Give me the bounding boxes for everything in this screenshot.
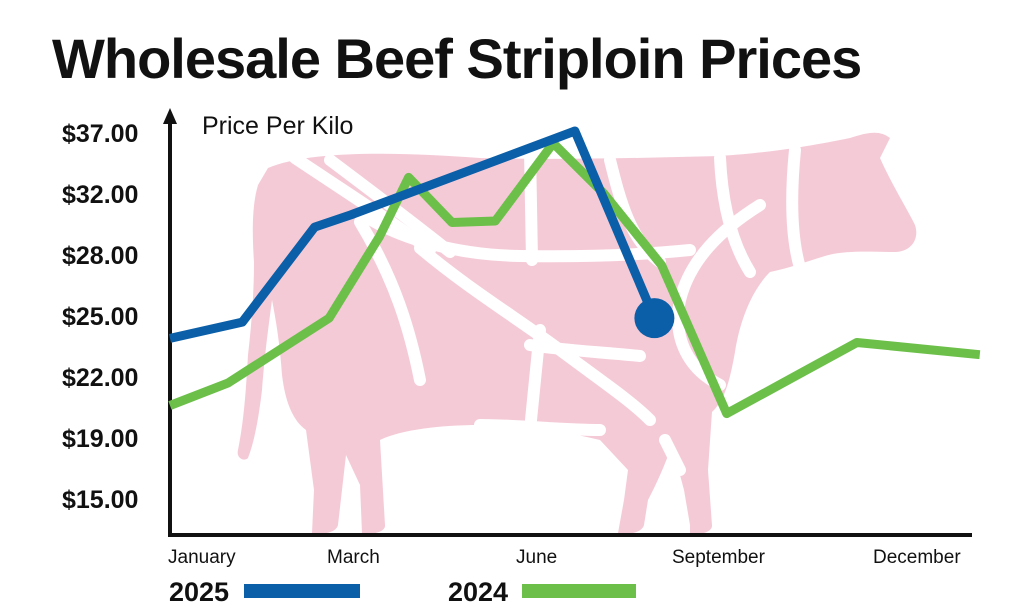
series-end-marker-2025	[634, 298, 675, 339]
x-tick-label: September	[672, 547, 766, 568]
series-layer	[168, 126, 981, 419]
y-tick-label: $32.00	[62, 181, 138, 209]
series-line-2025	[169, 126, 659, 343]
x-tick-label: December	[873, 547, 961, 568]
y-tick-label: $15.00	[62, 486, 138, 514]
legend-label-2024: 2024	[448, 577, 508, 607]
y-tick-label: $28.00	[62, 242, 138, 270]
x-tick-label: March	[327, 547, 380, 568]
legend-label-2025: 2025	[169, 577, 229, 607]
y-tick-labels: $37.00 $32.00 $28.00 $25.00 $22.00 $19.0…	[62, 120, 138, 514]
axes	[163, 108, 972, 537]
x-tick-labels: January March June September December	[168, 547, 961, 568]
y-tick-label: $25.00	[62, 303, 138, 331]
x-tick-label: June	[516, 547, 557, 568]
y-axis-label: Price Per Kilo	[202, 112, 353, 140]
y-tick-label: $19.00	[62, 425, 138, 453]
y-axis-arrow-icon	[163, 108, 177, 124]
chart-title: Wholesale Beef Striploin Prices	[52, 27, 861, 90]
x-tick-label: January	[168, 547, 236, 568]
legend: 2025 2024	[169, 577, 636, 607]
legend-swatch-2025	[244, 584, 360, 598]
cow-icon	[237, 132, 917, 535]
legend-swatch-2024	[522, 584, 636, 598]
y-tick-label: $37.00	[62, 120, 138, 148]
series-line-2024	[168, 138, 981, 419]
y-tick-label: $22.00	[62, 364, 138, 392]
